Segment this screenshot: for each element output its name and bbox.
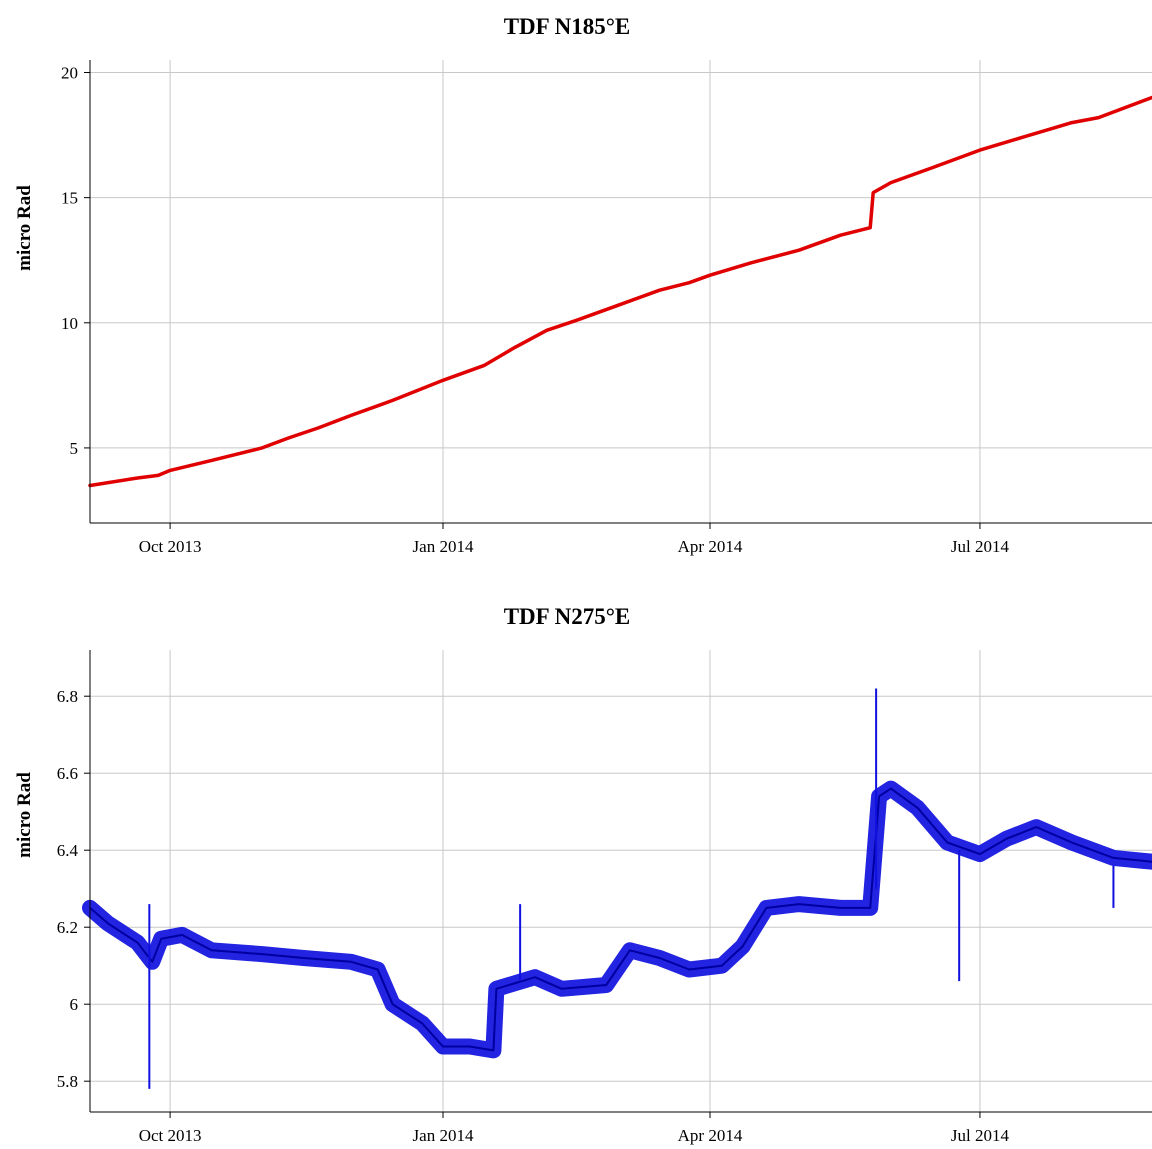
series-line <box>89 787 1152 1052</box>
chart-title: TDF N185°E <box>504 14 631 39</box>
series-line <box>82 688 1152 1089</box>
x-tick-label: Jan 2014 <box>413 1126 474 1145</box>
tick-labels: 5 10 15 20 Oct 2013 Jan 2014 Apr 2014 Jul 2014 <box>61 64 1009 556</box>
x-tick-label: Oct 2013 <box>139 1126 202 1145</box>
y-axis-label: micro Rad <box>14 772 35 858</box>
x-tick-label: Jul 2014 <box>951 1126 1010 1145</box>
x-tick-label: Apr 2014 <box>678 1126 743 1145</box>
series-line <box>88 95 1152 488</box>
series-noise-band <box>82 780 1152 1059</box>
y-tick-label: 5 <box>70 439 79 458</box>
x-tick-label: Oct 2013 <box>139 537 202 556</box>
y-tick-label: 10 <box>61 314 78 333</box>
x-tick-label: Jul 2014 <box>951 537 1010 556</box>
y-tick-label: 6.8 <box>57 687 78 706</box>
x-tick-label: Jan 2014 <box>413 537 474 556</box>
grid-lines <box>84 60 1152 529</box>
y-tick-label: 6.2 <box>57 918 78 937</box>
y-tick-label: 15 <box>61 189 78 208</box>
series-line <box>88 95 1152 488</box>
chart-title: TDF N275°E <box>504 604 631 629</box>
x-tick-label: Apr 2014 <box>678 537 743 556</box>
y-tick-label: 6 <box>70 995 79 1014</box>
y-tick-label: 6.4 <box>57 841 79 860</box>
y-axis-label: micro Rad <box>14 185 35 271</box>
y-tick-label: 20 <box>61 64 78 83</box>
chart-n275: TDF N275°E micro Rad 5.8 6 6.2 6.4 6.6 6.8 Oct… <box>14 604 1152 1145</box>
chart-n185: TDF N185°E micro Rad 5 10 15 20 Oct 2013 Jan … <box>14 14 1152 556</box>
y-tick-label: 5.8 <box>57 1072 78 1091</box>
tick-labels: 5.8 6 6.2 6.4 6.6 6.8 Oct 2013 Jan 2014 Apr 2014… <box>57 687 1010 1145</box>
y-tick-label: 6.6 <box>57 764 78 783</box>
grid-lines <box>84 650 1152 1118</box>
